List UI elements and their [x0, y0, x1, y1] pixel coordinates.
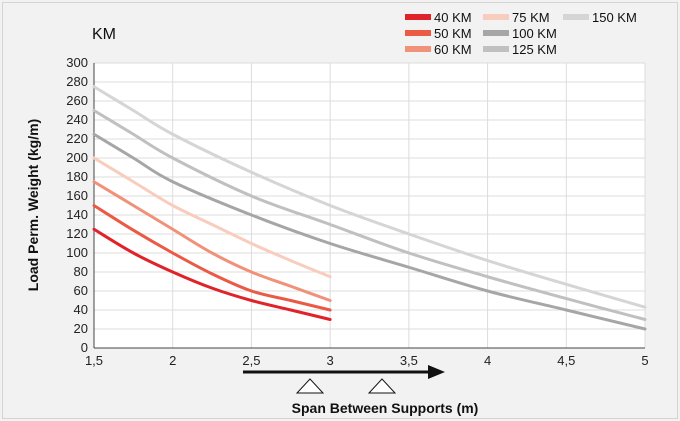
- legend-label: 150 KM: [592, 10, 637, 25]
- y-tick-label: 180: [66, 169, 88, 184]
- legend-label: 40 KM: [434, 10, 472, 25]
- plot-area: [94, 63, 645, 348]
- series-line-60km: [92, 180, 332, 302]
- x-tick-label: 2,5: [242, 353, 260, 368]
- y-tick-label: 100: [66, 245, 88, 260]
- legend-label: 60 KM: [434, 42, 472, 57]
- y-tick-label: 200: [66, 150, 88, 165]
- x-tick-label: 3: [327, 353, 334, 368]
- y-axis-title: Load Perm. Weight (kg/m): [25, 119, 41, 291]
- y-tick-label: 120: [66, 226, 88, 241]
- y-tick-label: 280: [66, 74, 88, 89]
- legend-swatch: [405, 46, 431, 52]
- x-tick-label: 4: [484, 353, 491, 368]
- legend-swatch: [405, 14, 431, 20]
- y-tick-label: 140: [66, 207, 88, 222]
- legend-label: 100 KM: [512, 26, 557, 41]
- x-tick-label: 1,5: [85, 353, 103, 368]
- legend-swatch: [483, 14, 509, 20]
- y-tick-label: 80: [74, 264, 88, 279]
- legend-swatch: [483, 46, 509, 52]
- x-tick-label: 4,5: [557, 353, 575, 368]
- support-triangle-icon: [295, 378, 325, 394]
- x-axis-title: Span Between Supports (m): [292, 400, 479, 416]
- span-direction-arrow: [243, 365, 445, 379]
- series-line-75km: [92, 156, 332, 279]
- legend-label: 50 KM: [434, 26, 472, 41]
- y-tick-label: 240: [66, 112, 88, 127]
- legend-swatch: [405, 30, 431, 36]
- series-line-125km: [92, 109, 647, 321]
- y-tick-label: 20: [74, 321, 88, 336]
- support-triangle-icon: [367, 378, 397, 394]
- series-line-100km: [92, 132, 647, 331]
- y-tick-label: 160: [66, 188, 88, 203]
- legend-swatch: [483, 30, 509, 36]
- y-tick-label: 220: [66, 131, 88, 146]
- y-tick-label: 60: [74, 283, 88, 298]
- series-line-50km: [92, 204, 332, 312]
- series-line-150km: [92, 85, 647, 309]
- y-tick-label: 40: [74, 302, 88, 317]
- x-tick-label: 3,5: [400, 353, 418, 368]
- x-tick-label: 5: [641, 353, 648, 368]
- y-tick-label: 0: [81, 340, 88, 355]
- legend-swatch: [563, 14, 589, 20]
- unit-label: KM: [92, 26, 116, 43]
- legend-label: 75 KM: [512, 10, 550, 25]
- legend-label: 125 KM: [512, 42, 557, 57]
- y-tick-label: 300: [66, 55, 88, 70]
- series-line-40km: [92, 227, 332, 321]
- x-tick-label: 2: [169, 353, 176, 368]
- y-tick-label: 260: [66, 93, 88, 108]
